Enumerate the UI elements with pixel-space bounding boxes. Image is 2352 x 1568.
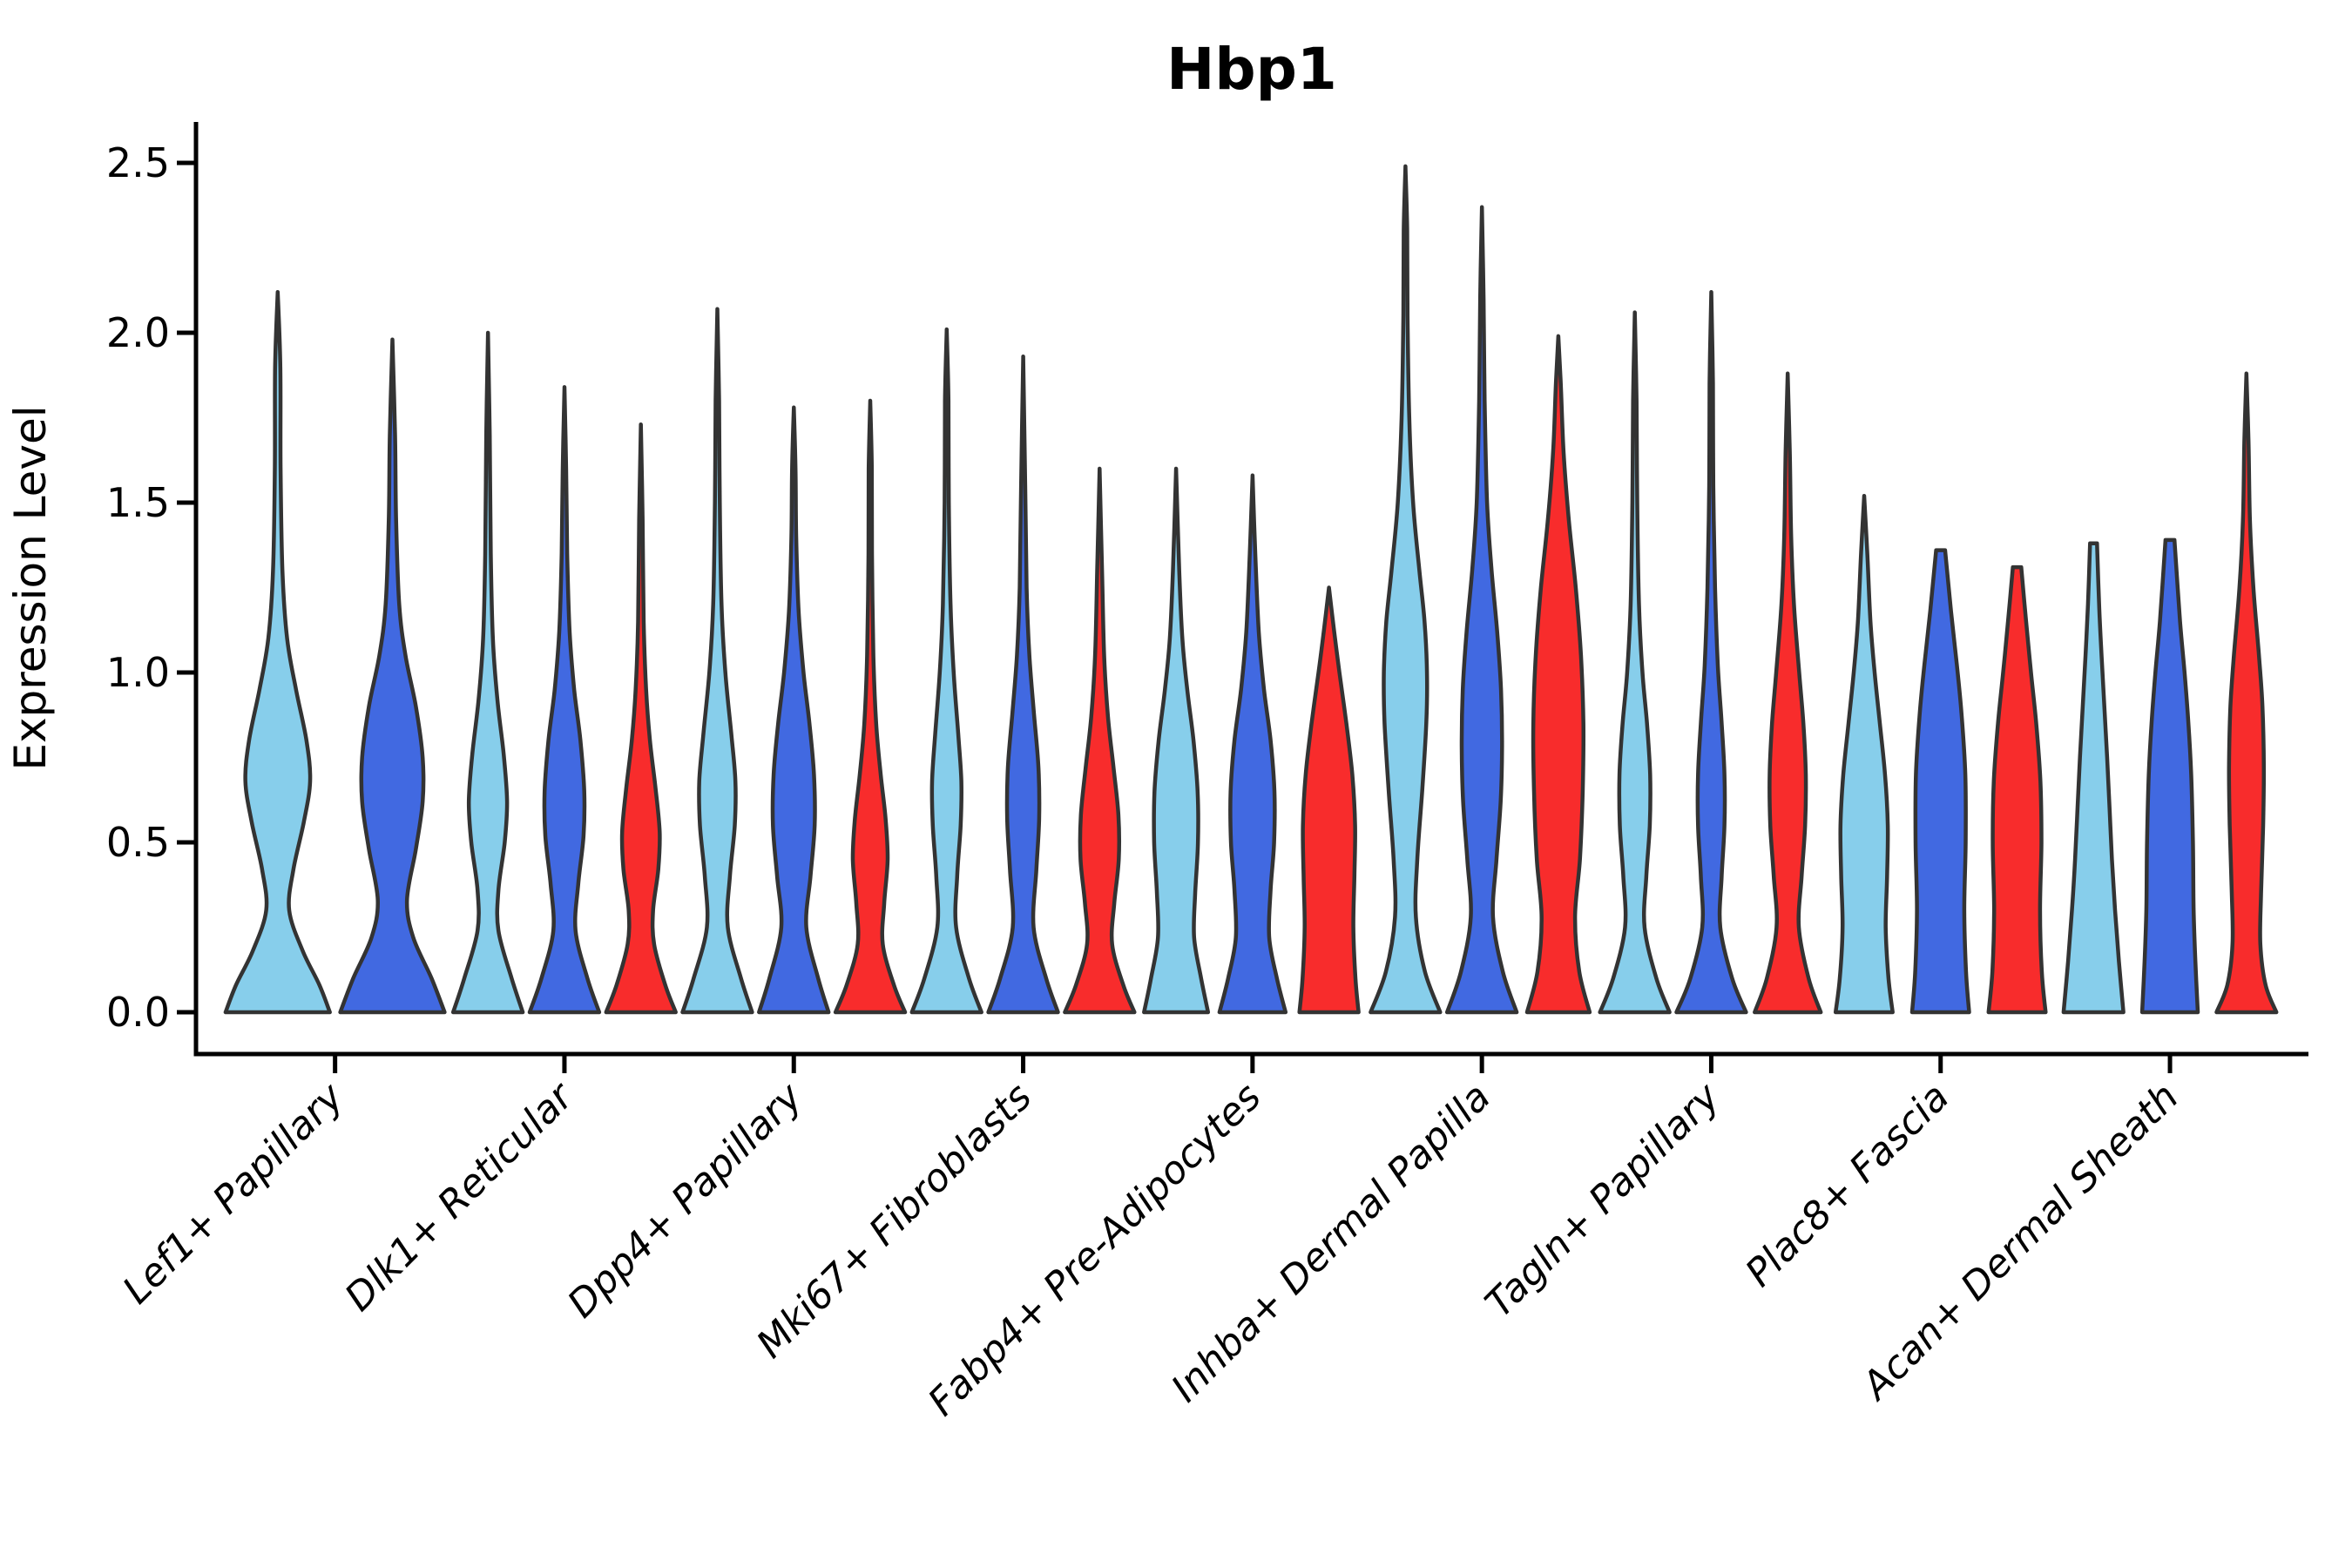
violin-group [909, 327, 1137, 1015]
violin-mki67-red [1063, 466, 1137, 1015]
violin-dpp4-blue [757, 405, 831, 1015]
violin-lef1-skyblue [223, 289, 332, 1015]
violin-group [1142, 466, 1361, 1015]
chart-title: Hbp1 [1166, 36, 1337, 103]
y-axis-label: Expression Level [5, 405, 56, 770]
violin-plac8-red [1986, 564, 2048, 1015]
violin-inhba-blue [1444, 205, 1519, 1015]
violin-mki67-skyblue [909, 327, 983, 1015]
y-tick-label: 1.5 [106, 479, 170, 526]
violin-fabp4-red [1297, 585, 1361, 1015]
violin-dlk1-red [604, 422, 678, 1015]
violin-mki67-blue [986, 355, 1060, 1015]
violin-acan-red [2214, 371, 2279, 1015]
x-tick-label: Dlk1+ Reticular [336, 1073, 583, 1320]
violin-group [223, 289, 447, 1015]
y-axis-ticks: 0.0 0.5 1.0 1.5 2.0 2.5 [106, 139, 196, 1036]
violin-group [1833, 493, 2048, 1015]
y-tick-label: 2.0 [106, 309, 170, 356]
violin-tagln-red [1753, 371, 1823, 1015]
violin-dlk1-blue [527, 385, 602, 1015]
violin-tagln-blue [1674, 289, 1748, 1015]
violin-dlk1-skyblue [450, 330, 525, 1015]
y-tick-label: 0.0 [106, 989, 170, 1036]
y-tick-label: 1.0 [106, 649, 170, 696]
violin-group [680, 307, 908, 1015]
violins-layer [223, 164, 2279, 1015]
violin-fabp4-skyblue [1142, 466, 1211, 1015]
violin-group [450, 330, 678, 1015]
violin-plac8-skyblue [1833, 493, 1895, 1015]
violin-inhba-skyblue [1369, 164, 1443, 1015]
violin-inhba-red [1524, 334, 1592, 1015]
violin-plac8-blue [1909, 548, 1971, 1015]
x-tick-label: Lef1+ Papillary [114, 1074, 353, 1313]
violin-group [1598, 289, 1823, 1015]
violin-acan-blue [2139, 537, 2200, 1015]
violin-acan-skyblue [2061, 541, 2126, 1015]
violin-lef1-blue [338, 337, 447, 1015]
x-tick-label: Dpp4+ Papillary [559, 1074, 812, 1327]
violin-tagln-skyblue [1598, 310, 1672, 1015]
violin-group [2061, 371, 2279, 1015]
violin-dpp4-red [833, 398, 908, 1015]
violin-fabp4-blue [1217, 473, 1288, 1015]
violin-group [1369, 164, 1592, 1015]
y-tick-label: 2.5 [106, 139, 170, 186]
x-tick-label: Plac8+ Fascia [1737, 1075, 1957, 1295]
x-tick-label: Tagln+ Papillary [1477, 1074, 1729, 1326]
y-tick-label: 0.5 [106, 819, 170, 866]
violin-dpp4-skyblue [680, 307, 754, 1015]
